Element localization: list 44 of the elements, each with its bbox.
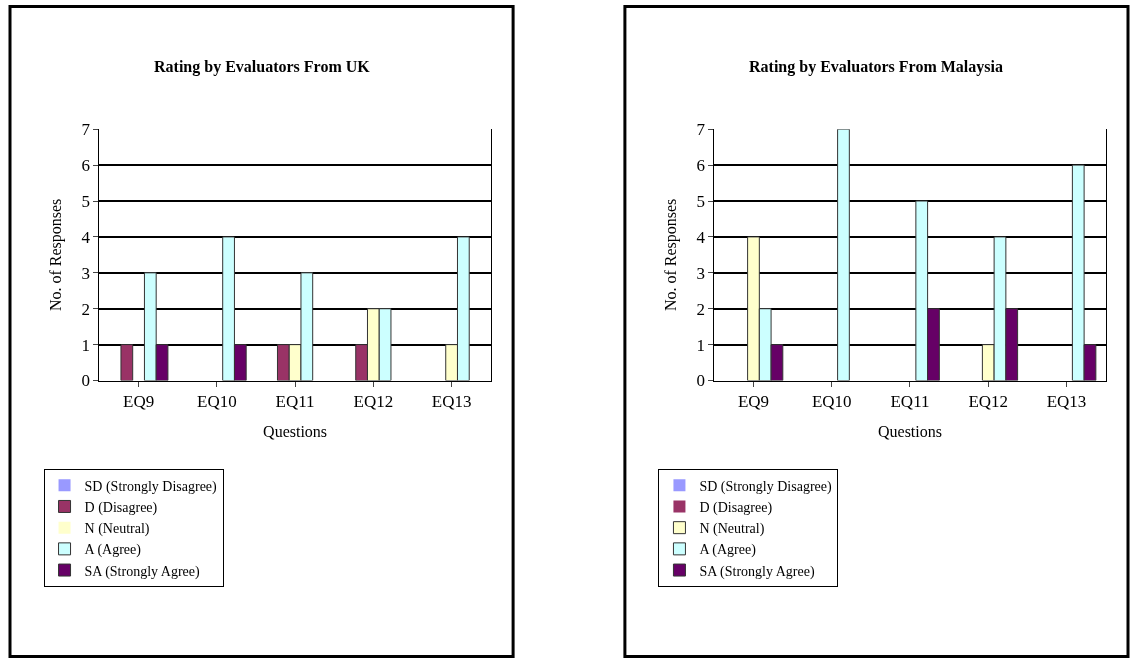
- x-tick-label: EQ12: [968, 391, 1009, 411]
- y-tick-label: 0: [81, 371, 91, 391]
- x-tick-label: EQ9: [122, 391, 155, 411]
- x-tick-label: EQ12: [353, 391, 394, 411]
- chart-title: Rating by Evaluators From UK: [154, 58, 371, 76]
- y-tick-label: 5: [696, 191, 705, 211]
- bar: [837, 129, 850, 381]
- legend-label: SD (Strongly Disagree): [699, 478, 832, 495]
- y-tick-label: 6: [696, 156, 705, 176]
- y-tick-label: 5: [81, 191, 91, 211]
- y-tick-label: 3: [696, 263, 705, 283]
- x-tick-label: EQ13: [431, 391, 472, 411]
- legend-label: D (Disagree): [699, 499, 773, 516]
- y-axis-title: No. of Responses: [47, 198, 66, 312]
- y-tick-label: 2: [81, 299, 91, 319]
- x-tick-label: EQ10: [196, 391, 237, 411]
- x-tick-label: EQ13: [1046, 391, 1087, 411]
- legend-label: N (Neutral): [699, 521, 765, 538]
- y-tick-label: 4: [696, 227, 706, 247]
- x-tick-label: EQ11: [275, 391, 315, 411]
- x-axis-title: Questions: [877, 422, 942, 440]
- x-tick-label: EQ10: [811, 391, 852, 411]
- y-tick-label: 2: [696, 299, 705, 319]
- chart-title: Rating by Evaluators From Malaysia: [749, 58, 1003, 76]
- legend-label: SD (Strongly Disagree): [84, 478, 218, 495]
- y-tick-label: 4: [81, 227, 91, 247]
- y-axis-title: No. of Responses: [662, 198, 681, 312]
- x-tick-label: EQ11: [890, 391, 930, 411]
- legend-label: SA (Strongly Agree): [699, 563, 815, 580]
- y-tick-label: 6: [81, 156, 91, 176]
- y-tick-label: 1: [81, 335, 91, 355]
- legend-label: N (Neutral): [84, 521, 150, 538]
- x-axis-title: Questions: [263, 422, 328, 440]
- y-tick-label: 0: [696, 371, 705, 391]
- y-tick-label: 7: [696, 120, 706, 140]
- legend-label: A (Agree): [84, 542, 142, 559]
- y-tick-label: 7: [81, 120, 91, 140]
- y-tick-label: 1: [696, 335, 705, 355]
- legend-label: A (Agree): [699, 542, 757, 559]
- x-tick-label: EQ9: [737, 391, 770, 411]
- y-tick-label: 3: [81, 263, 91, 283]
- legend-label: SA (Strongly Agree): [84, 563, 200, 580]
- bar: [120, 344, 134, 381]
- legend-label: D (Disagree): [84, 499, 158, 516]
